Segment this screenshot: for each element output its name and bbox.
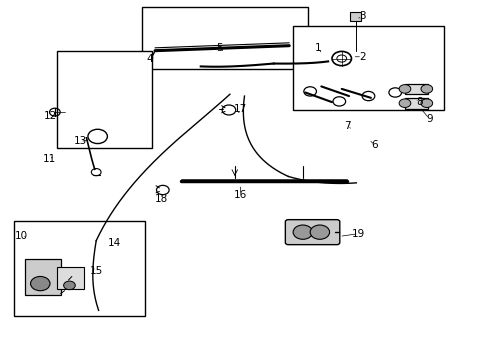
Circle shape	[398, 99, 410, 108]
Text: 16: 16	[233, 190, 247, 200]
Bar	[404, 98, 427, 109]
Bar	[350, 12, 361, 21]
Text: 19: 19	[351, 229, 365, 239]
Text: 15: 15	[89, 266, 102, 276]
Circle shape	[63, 281, 75, 290]
Bar	[57, 267, 84, 289]
Bar	[14, 221, 144, 316]
Bar	[404, 84, 427, 94]
Bar	[25, 259, 61, 295]
Text: 4: 4	[146, 54, 153, 64]
Text: 7: 7	[344, 121, 350, 131]
Text: 1: 1	[314, 43, 321, 53]
Text: 6: 6	[371, 140, 377, 150]
Text: 9: 9	[425, 113, 432, 123]
Text: 11: 11	[42, 154, 56, 164]
Text: 14: 14	[107, 238, 121, 248]
Text: 12: 12	[43, 111, 57, 121]
Text: 13: 13	[73, 136, 86, 147]
Circle shape	[420, 85, 432, 93]
Bar	[142, 7, 307, 69]
Circle shape	[309, 225, 329, 239]
Circle shape	[30, 276, 50, 291]
FancyBboxPatch shape	[285, 220, 339, 245]
Text: 8: 8	[415, 97, 422, 107]
Text: 17: 17	[233, 104, 247, 114]
Text: 10: 10	[15, 231, 28, 242]
Text: 2: 2	[358, 52, 365, 62]
Circle shape	[398, 85, 410, 93]
Text: 18: 18	[155, 194, 168, 203]
Text: 3: 3	[358, 12, 365, 21]
Circle shape	[420, 99, 432, 108]
Text: 5: 5	[216, 43, 222, 53]
Bar	[292, 26, 443, 111]
Bar	[57, 51, 152, 148]
Circle shape	[292, 225, 312, 239]
